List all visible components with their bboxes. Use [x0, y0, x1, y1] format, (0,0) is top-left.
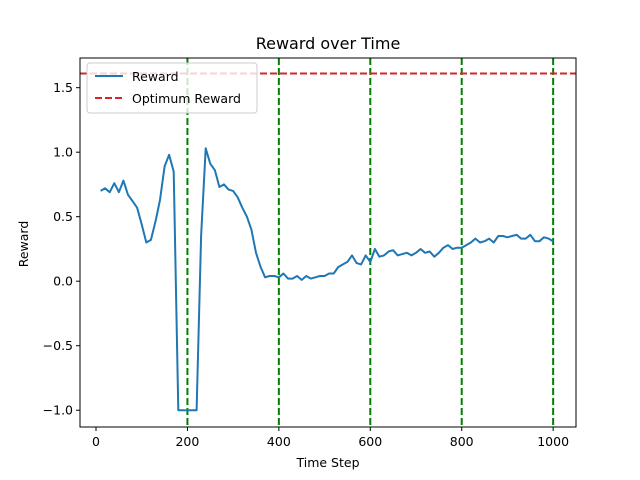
legend-label-optimum: Optimum Reward	[132, 91, 241, 106]
y-tick-label-5: 1.5	[53, 80, 73, 95]
y-tick-label-3: 0.5	[53, 209, 73, 224]
x-tick-label-2: 400	[267, 434, 291, 449]
plot-area: 0 200 400 600 800 1000 −1.0 −0.5 0.0 0.5 1.0 1.5 Rew…	[43, 57, 577, 449]
y-tick-label-1: −0.5	[43, 338, 73, 353]
y-tick-label-4: 1.0	[53, 145, 73, 160]
x-axis-label: Time Step	[295, 455, 359, 470]
x-tick-label-0: 0	[92, 434, 100, 449]
chart-title: Reward over Time	[256, 34, 401, 53]
legend-box	[86, 62, 258, 114]
x-tick-label-4: 800	[450, 434, 474, 449]
x-tick-label-3: 600	[358, 434, 382, 449]
x-tick-label-5: 1000	[537, 434, 569, 449]
legend-label-reward: Reward	[132, 69, 179, 84]
y-axis-label: Reward	[16, 221, 31, 268]
plot-frame	[79, 57, 577, 428]
x-tick-label-1: 200	[175, 434, 199, 449]
reward-series-line	[100, 147, 554, 412]
y-tick-label-2: 0.0	[53, 274, 73, 289]
y-tick-label-0: −1.0	[43, 403, 73, 418]
